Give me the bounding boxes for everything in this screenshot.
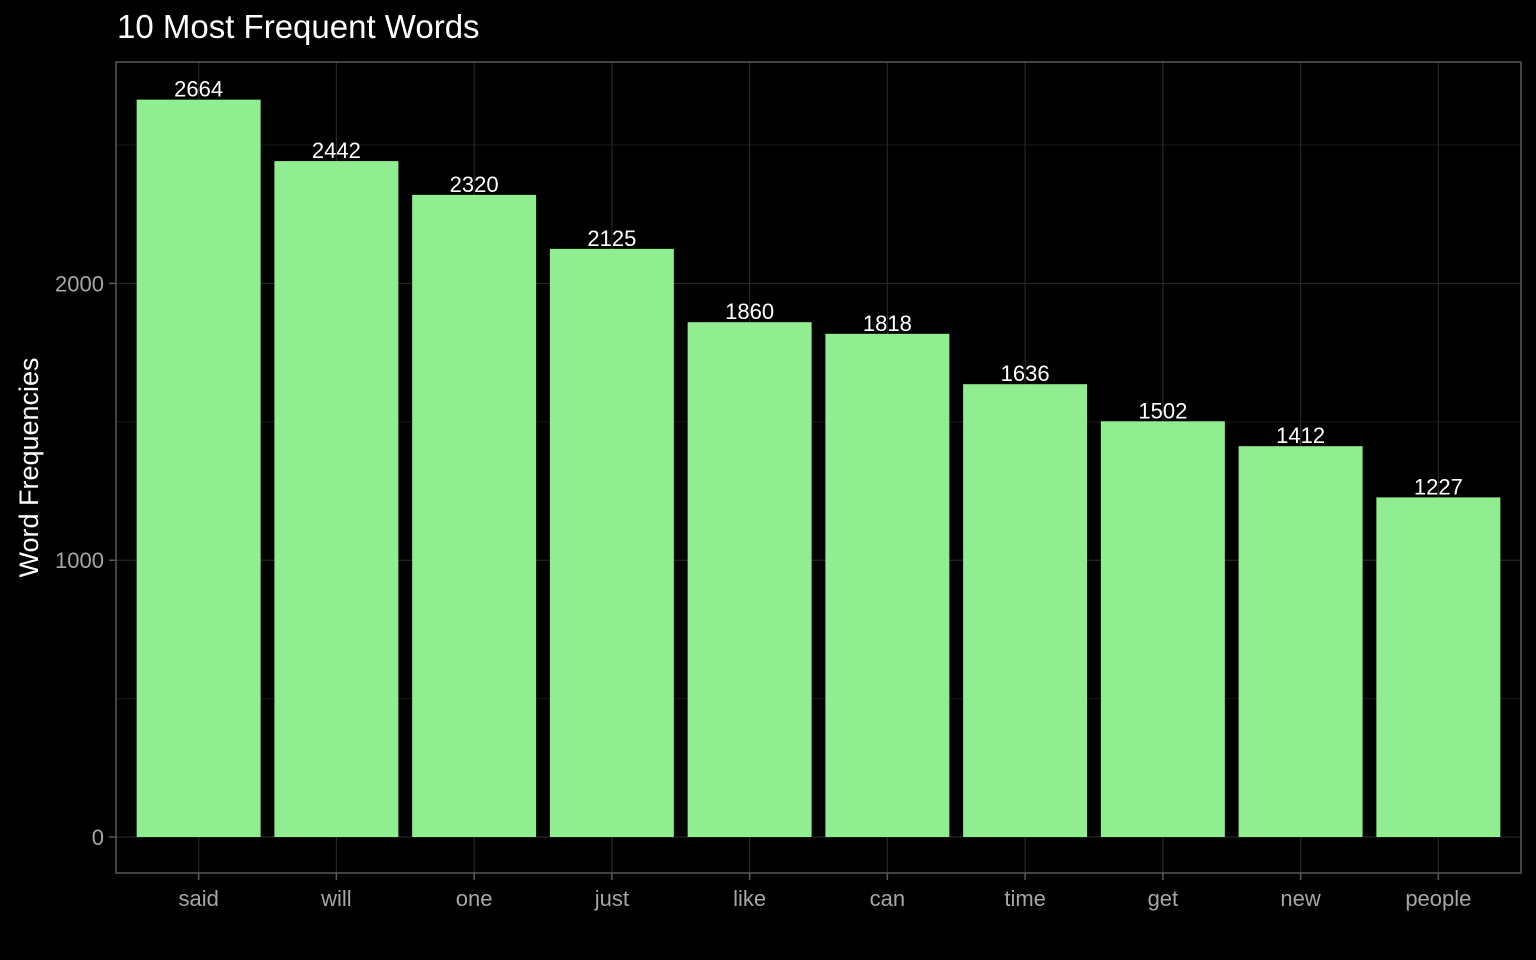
x-tick-label-can: can bbox=[870, 886, 905, 911]
x-tick-label-will: will bbox=[320, 886, 352, 911]
data-label-get: 1502 bbox=[1138, 398, 1187, 423]
bar-people bbox=[1376, 497, 1501, 838]
data-label-time: 1636 bbox=[1001, 361, 1050, 386]
x-tick-label-new: new bbox=[1280, 886, 1320, 911]
data-label-like: 1860 bbox=[725, 299, 774, 324]
chart-title: 10 Most Frequent Words bbox=[117, 8, 480, 45]
data-label-one: 2320 bbox=[450, 172, 499, 197]
bar-like bbox=[687, 322, 812, 838]
data-labels: 2664 2442 2320 2125 1860 1818 1636 1502 1412 1227 bbox=[174, 77, 1463, 500]
y-tick-label: 2000 bbox=[55, 271, 104, 296]
data-label-new: 1412 bbox=[1276, 423, 1325, 448]
axes: 0 1000 2000 said will one just like can time get ne… bbox=[55, 271, 1471, 911]
y-axis-title: Word Frequencies bbox=[14, 357, 44, 577]
y-tick-label: 0 bbox=[92, 825, 104, 850]
bar-new bbox=[1238, 446, 1363, 838]
bar-said bbox=[136, 99, 261, 838]
data-label-people: 1227 bbox=[1414, 474, 1463, 499]
bar-will bbox=[274, 161, 399, 838]
x-tick-label-people: people bbox=[1405, 886, 1471, 911]
data-label-said: 2664 bbox=[174, 77, 223, 102]
panel-border bbox=[115, 61, 1522, 874]
data-label-can: 1818 bbox=[863, 311, 912, 336]
bar-one bbox=[412, 194, 537, 838]
data-label-will: 2442 bbox=[312, 138, 361, 163]
data-label-just: 2125 bbox=[587, 226, 636, 251]
bar-get bbox=[1100, 421, 1225, 838]
bar-just bbox=[549, 248, 674, 838]
x-tick-label-like: like bbox=[733, 886, 766, 911]
x-tick-label-just: just bbox=[594, 886, 629, 911]
y-tick-label: 1000 bbox=[55, 548, 104, 573]
x-tick-label-get: get bbox=[1148, 886, 1179, 911]
bars bbox=[136, 99, 1501, 838]
x-tick-label-said: said bbox=[178, 886, 218, 911]
x-tick-label-time: time bbox=[1004, 886, 1046, 911]
bar-can bbox=[825, 333, 950, 838]
x-tick-label-one: one bbox=[456, 886, 493, 911]
bar-time bbox=[963, 384, 1088, 838]
